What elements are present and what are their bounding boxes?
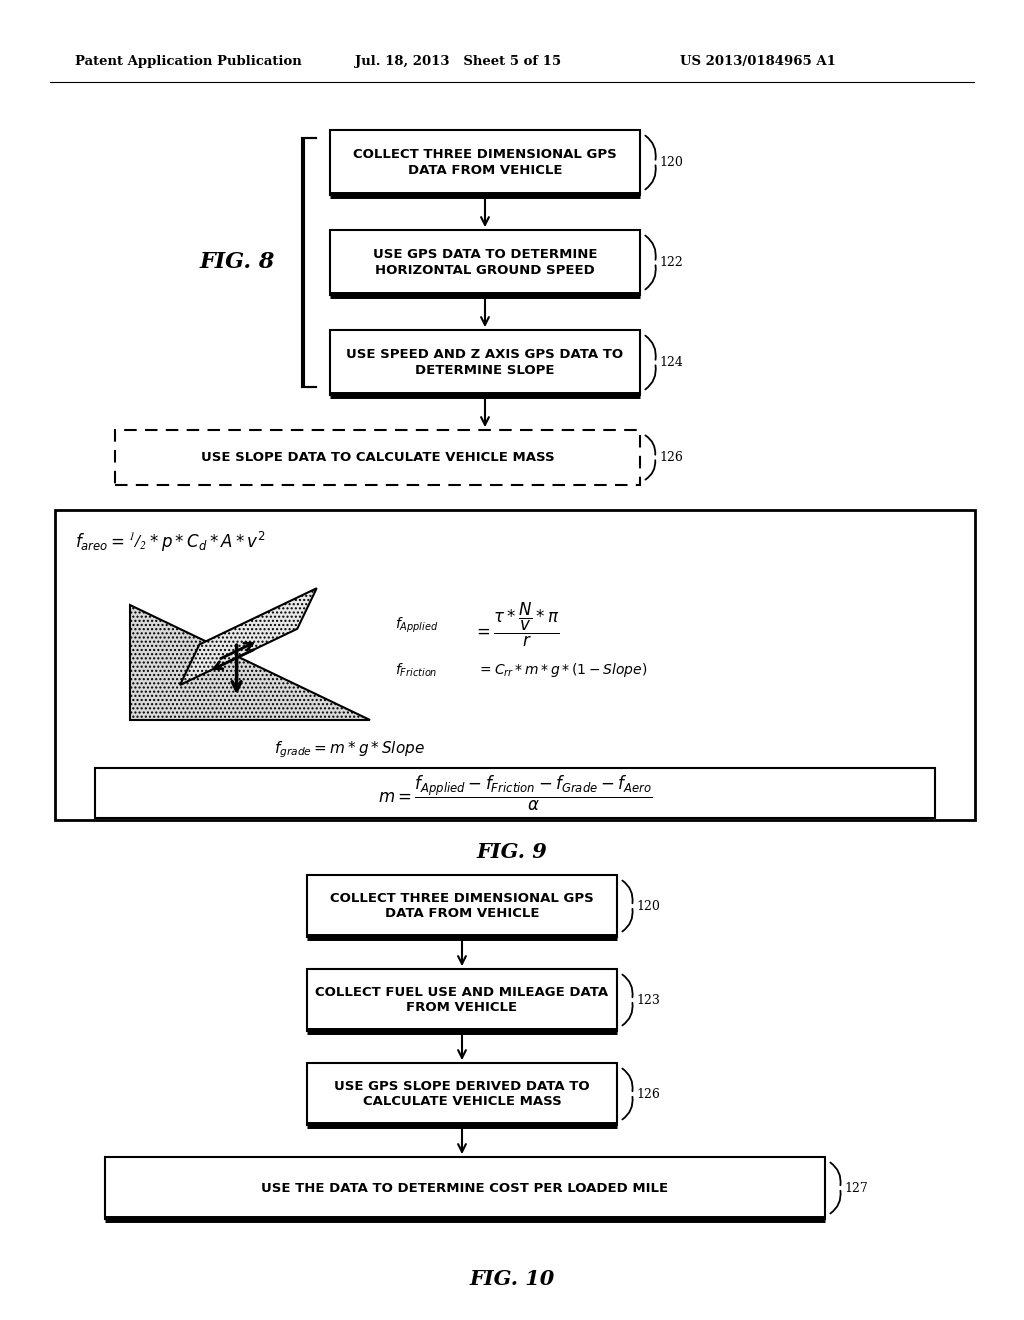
Text: 126: 126	[659, 451, 683, 465]
Text: USE GPS DATA TO DETERMINE
HORIZONTAL GROUND SPEED: USE GPS DATA TO DETERMINE HORIZONTAL GRO…	[373, 248, 597, 276]
Text: 120: 120	[659, 156, 683, 169]
Text: FIG. 8: FIG. 8	[200, 252, 274, 273]
Bar	[307, 1063, 617, 1125]
Text: COLLECT THREE DIMENSIONAL GPS
DATA FROM VEHICLE: COLLECT THREE DIMENSIONAL GPS DATA FROM …	[330, 892, 594, 920]
Bar	[330, 230, 640, 294]
Text: $f_{Friction}$: $f_{Friction}$	[395, 661, 437, 678]
Bar	[55, 510, 975, 820]
Bar	[105, 1158, 825, 1218]
Text: 123: 123	[636, 994, 659, 1006]
Text: $= C_{rr} * m * g * (1 - Slope)$: $= C_{rr} * m * g * (1 - Slope)$	[477, 661, 647, 678]
Bar	[307, 969, 617, 1031]
Text: 120: 120	[636, 899, 659, 912]
Text: US 2013/0184965 A1: US 2013/0184965 A1	[680, 55, 836, 69]
Text: $f_{areo} = \mathregular{^1/_2} * p * C_d * A * v^2$: $f_{areo} = \mathregular{^1/_2} * p * C_…	[75, 529, 266, 554]
Text: $= \dfrac{\tau * \dfrac{N}{v} * \pi}{r}$: $= \dfrac{\tau * \dfrac{N}{v} * \pi}{r}$	[473, 601, 560, 649]
Text: 126: 126	[636, 1088, 659, 1101]
Text: 122: 122	[659, 256, 683, 269]
Text: USE SPEED AND Z AXIS GPS DATA TO
DETERMINE SLOPE: USE SPEED AND Z AXIS GPS DATA TO DETERMI…	[346, 348, 624, 376]
Text: $f_{grade} = m * g * Slope$: $f_{grade} = m * g * Slope$	[274, 739, 425, 760]
Polygon shape	[130, 605, 370, 719]
Polygon shape	[180, 589, 316, 685]
Bar	[330, 330, 640, 395]
Bar	[95, 768, 935, 818]
Text: 124: 124	[659, 356, 683, 370]
Bar	[330, 129, 640, 195]
Text: Patent Application Publication: Patent Application Publication	[75, 55, 302, 69]
Text: COLLECT THREE DIMENSIONAL GPS
DATA FROM VEHICLE: COLLECT THREE DIMENSIONAL GPS DATA FROM …	[353, 149, 616, 177]
Text: USE THE DATA TO DETERMINE COST PER LOADED MILE: USE THE DATA TO DETERMINE COST PER LOADE…	[261, 1181, 669, 1195]
Text: 127: 127	[844, 1181, 867, 1195]
Text: FIG. 9: FIG. 9	[476, 842, 548, 862]
Text: FIG. 10: FIG. 10	[469, 1269, 555, 1290]
Bar	[115, 430, 640, 484]
Bar	[307, 875, 617, 937]
Text: USE GPS SLOPE DERIVED DATA TO
CALCULATE VEHICLE MASS: USE GPS SLOPE DERIVED DATA TO CALCULATE …	[334, 1080, 590, 1107]
Text: $f_{Applied}$: $f_{Applied}$	[395, 615, 438, 635]
Text: $m = \dfrac{f_{Applied} - f_{Friction} - f_{Grade} - f_{Aero}}{\alpha}$: $m = \dfrac{f_{Applied} - f_{Friction} -…	[378, 774, 652, 813]
Text: USE SLOPE DATA TO CALCULATE VEHICLE MASS: USE SLOPE DATA TO CALCULATE VEHICLE MASS	[201, 451, 554, 465]
Text: Jul. 18, 2013   Sheet 5 of 15: Jul. 18, 2013 Sheet 5 of 15	[355, 55, 561, 69]
Text: COLLECT FUEL USE AND MILEAGE DATA
FROM VEHICLE: COLLECT FUEL USE AND MILEAGE DATA FROM V…	[315, 986, 608, 1014]
